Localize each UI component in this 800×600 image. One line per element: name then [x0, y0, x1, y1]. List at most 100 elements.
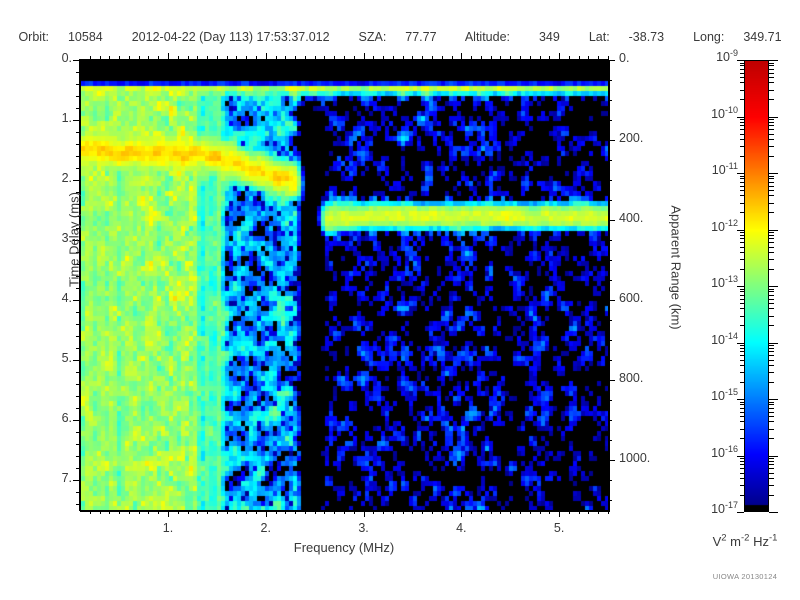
cbar-minor-tick-left [740, 175, 744, 177]
x-top-tick [480, 56, 482, 60]
y-minor-tick-left [76, 276, 80, 277]
x-minor-tick [373, 510, 375, 514]
orbit-value: 10584 [67, 30, 103, 44]
cbar-minor-tick-left [740, 212, 744, 214]
cbar-minor-tick-right [769, 428, 774, 430]
x-top-tick [119, 56, 121, 60]
cbar-minor-tick-right [769, 175, 774, 177]
plot-border-left [79, 59, 80, 511]
y-tick-label-left: 7. [61, 471, 72, 485]
y-tick-label-left: 3. [61, 231, 72, 245]
y-minor-tick-left [76, 432, 80, 433]
cbar-minor-tick-right [769, 268, 774, 270]
units-m: m [726, 534, 741, 549]
y-tick-left [73, 60, 80, 61]
x-minor-tick [334, 510, 336, 514]
x-top-tick [207, 56, 209, 60]
x-top-tick [461, 53, 463, 60]
colorbar [744, 60, 769, 512]
x-top-tick [334, 56, 336, 60]
x-minor-tick [549, 510, 551, 514]
long-value: 349.71 [743, 30, 782, 44]
cbar-minor-tick-left [740, 298, 744, 300]
cbar-minor-tick-left [740, 232, 744, 234]
cbar-minor-tick-right [769, 77, 774, 78]
colorbar-exponent: -17 [724, 499, 738, 510]
cbar-minor-tick-right [769, 460, 774, 462]
cbar-minor-tick-left [740, 202, 744, 204]
cbar-minor-tick-right [769, 303, 774, 304]
cbar-minor-tick-right [769, 438, 774, 440]
y-tick-label-left: 2. [61, 171, 72, 185]
x-minor-tick [510, 510, 512, 514]
plot-border-bottom [79, 510, 609, 511]
x-top-tick [109, 56, 111, 60]
colorbar-exponent: -14 [724, 330, 738, 341]
x-top-tick [510, 56, 512, 60]
cbar-minor-tick-left [740, 268, 744, 270]
x-minor-tick [480, 510, 482, 514]
x-top-tick [363, 53, 365, 60]
cbar-minor-tick-right [769, 472, 774, 474]
cbar-minor-tick-right [769, 485, 774, 487]
x-minor-tick [119, 510, 121, 514]
y-tick-right [608, 140, 615, 141]
colorbar-mantissa: 10 [711, 163, 726, 177]
cbar-tick-right [769, 455, 778, 457]
cbar-tick-right [769, 229, 778, 231]
x-minor-tick [588, 510, 590, 514]
x-top-tick [295, 56, 297, 60]
x-minor-tick [99, 510, 101, 514]
cbar-minor-tick-right [769, 421, 774, 423]
x-top-tick [187, 56, 189, 60]
x-minor-tick [207, 510, 209, 514]
x-minor-tick [197, 510, 199, 514]
x-tick [168, 510, 169, 517]
cbar-minor-tick-left [740, 291, 744, 293]
cbar-minor-tick-left [740, 404, 744, 406]
colorbar-mantissa: 10 [711, 389, 725, 403]
x-top-tick [89, 56, 91, 60]
y-axis-title-right: Apparent Range (km) [668, 205, 684, 330]
cbar-minor-tick-right [769, 251, 774, 253]
x-top-tick [608, 56, 609, 60]
cbar-minor-tick-right [769, 234, 774, 236]
cbar-minor-tick-left [740, 121, 744, 123]
y-minor-tick-left [76, 108, 80, 109]
y-minor-tick-left [76, 504, 80, 505]
y-minor-tick-right [608, 440, 612, 441]
cbar-minor-tick-left [740, 242, 744, 244]
y-minor-tick-left [76, 312, 80, 313]
x-minor-tick [148, 510, 150, 514]
x-top-tick [432, 56, 433, 60]
cbar-minor-tick-right [769, 185, 774, 187]
y-minor-tick-left [76, 168, 80, 169]
cbar-minor-tick-right [769, 347, 774, 349]
x-top-tick [168, 53, 169, 60]
x-minor-tick [392, 510, 394, 514]
x-minor-tick [520, 510, 521, 514]
credit-text: UIOWA 20130124 [712, 572, 778, 581]
x-top-tick [344, 56, 345, 60]
cbar-tick-left [737, 512, 744, 513]
plot-border-right [608, 59, 609, 511]
cbar-minor-tick-right [769, 355, 774, 357]
cbar-minor-tick-right [769, 65, 774, 67]
x-minor-tick [598, 510, 600, 514]
colorbar-tick-label: 10-9 [716, 48, 738, 64]
cbar-minor-tick-left [740, 458, 744, 460]
x-top-tick [285, 56, 287, 60]
altitude-label: Altitude: [464, 30, 511, 44]
x-top-tick [422, 56, 424, 60]
cbar-minor-tick-right [769, 416, 774, 417]
cbar-minor-tick-right [769, 121, 774, 123]
cbar-minor-tick-left [740, 460, 744, 462]
x-top-tick [441, 56, 443, 60]
cbar-minor-tick-right [769, 82, 774, 84]
units-m-exp: -2 [741, 532, 750, 544]
y-minor-tick-left [76, 288, 80, 289]
cbar-minor-tick-left [740, 288, 744, 290]
cbar-minor-tick-left [740, 238, 744, 240]
cbar-tick-right [769, 60, 778, 61]
cbar-minor-tick-left [740, 82, 744, 84]
